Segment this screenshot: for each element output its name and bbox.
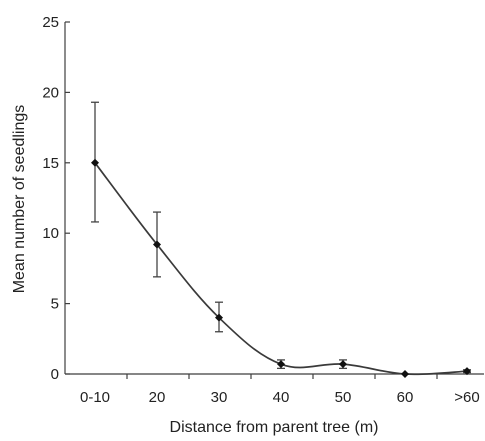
y-tick-label: 10: [42, 225, 59, 242]
data-point: [401, 370, 409, 378]
x-tick-label: >60: [454, 389, 479, 406]
data-point: [215, 313, 223, 322]
x-tick-label: 60: [397, 389, 414, 406]
data-point: [153, 240, 161, 249]
x-tick-label: 20: [149, 389, 166, 406]
x-tick-label: 30: [211, 389, 228, 406]
data-point: [91, 158, 99, 167]
x-tick-label: 50: [335, 389, 352, 406]
y-tick-label: 15: [42, 155, 59, 172]
data-point: [339, 360, 347, 369]
plot-area: 0 5 10 15 20 25 0-10 20 30 40 50 60 >60: [42, 14, 484, 406]
y-tick-label: 0: [51, 366, 59, 383]
data-point: [277, 360, 285, 369]
x-tick-label: 0-10: [80, 389, 110, 406]
x-axis-title: Distance from parent tree (m): [170, 419, 379, 436]
y-tick-label: 5: [51, 296, 59, 313]
y-tick-label: 25: [42, 14, 59, 31]
series-line: [94, 162, 468, 376]
y-axis-title: Mean number of seedlings: [11, 105, 28, 294]
x-tick-label: 40: [273, 389, 290, 406]
y-tick-label: 20: [42, 84, 59, 101]
data-point: [463, 367, 471, 376]
